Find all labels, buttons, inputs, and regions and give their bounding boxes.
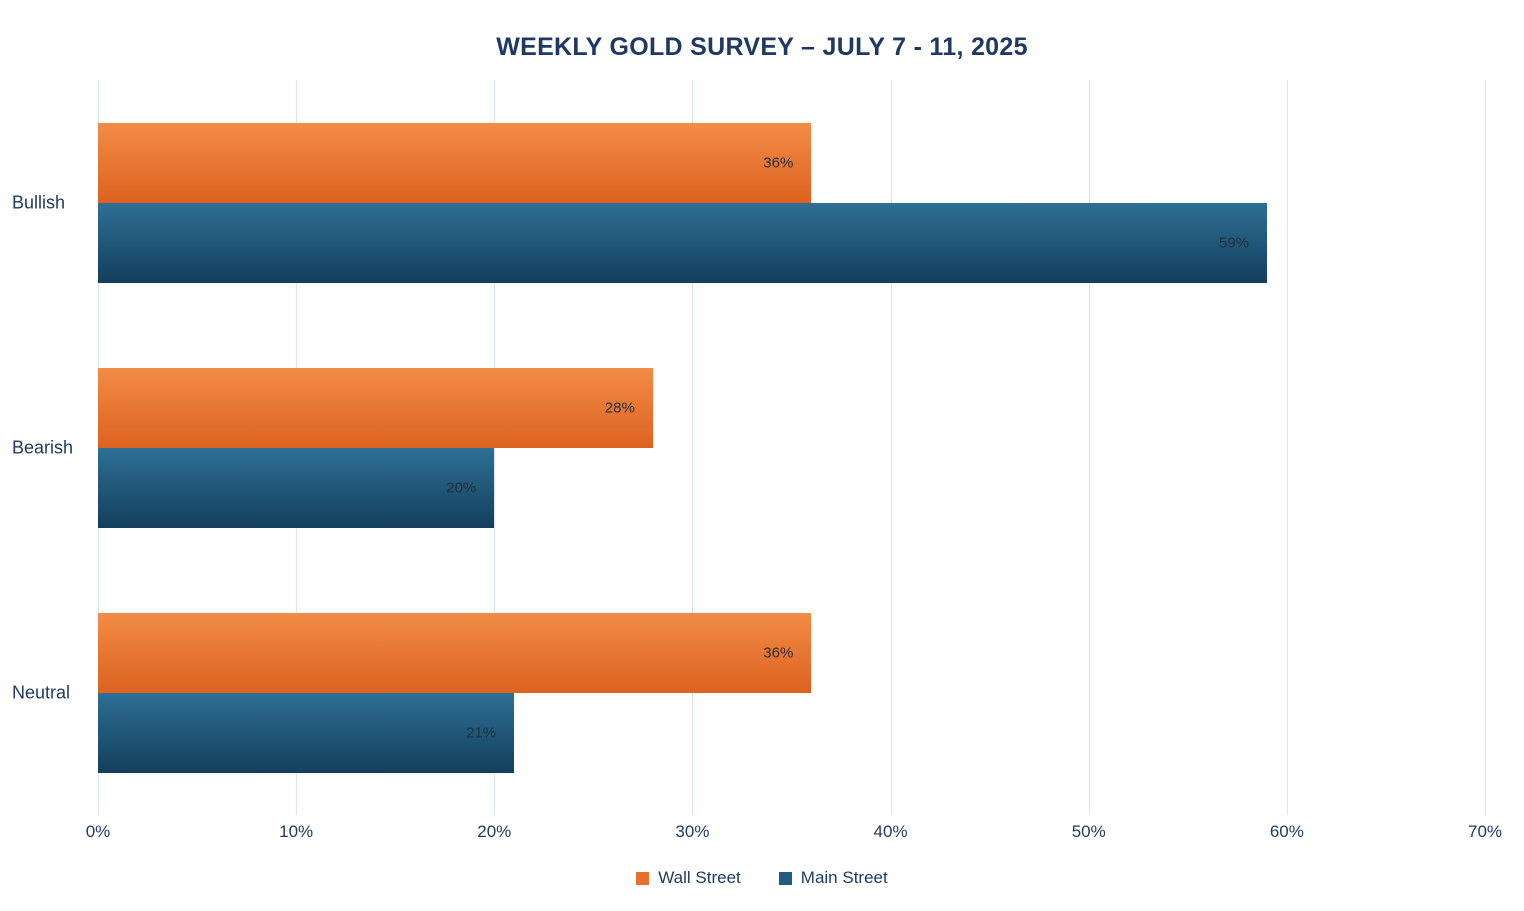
bar-bullish-main-street: 59% [98,202,1268,283]
x-tick-label: 70% [1467,822,1503,841]
legend-swatch [778,871,792,885]
x-tick-label: 10% [279,822,314,841]
legend-label: Main Street [800,868,888,887]
data-label: 21% [466,724,497,741]
data-label: 36% [763,154,794,171]
legend-item-wall-street: Wall Street [636,868,741,888]
data-label: 20% [446,479,477,496]
bar-neutral-wall-street: 36% [98,612,812,693]
legend: Wall Street Main Street [0,868,1524,888]
gridline [692,80,694,815]
legend-item-main-street: Main Street [778,868,888,888]
category-label-bullish: Bullish [12,192,66,212]
data-label: 36% [763,644,794,661]
gridline [1485,80,1486,815]
gridline [494,80,496,815]
data-label: 59% [1219,234,1250,251]
category-label-bearish: Bearish [12,437,74,457]
bar-bearish-main-street: 20% [98,447,495,528]
gridline [1286,80,1288,815]
x-tick-label: 50% [1071,822,1106,841]
x-tick-label: 0% [85,822,111,841]
legend-swatch [636,871,650,885]
category-label-neutral: Neutral [12,682,71,702]
x-tick-label: 60% [1269,822,1304,841]
plot-area: 36% 59% 28% 20% 36% 21% [98,80,1486,815]
gridline [1088,80,1090,815]
bar-bullish-wall-street: 36% [98,122,812,203]
gridline [890,80,892,815]
x-tick-label: 20% [477,822,512,841]
chart-title: WEEKLY GOLD SURVEY – JULY 7 - 11, 2025 [496,33,1028,61]
x-tick-label: 30% [675,822,710,841]
data-label: 28% [604,399,635,416]
bar-bearish-wall-street: 28% [98,367,653,448]
x-tick-label: 40% [873,822,908,841]
legend-label: Wall Street [658,868,741,887]
bar-neutral-main-street: 21% [98,692,515,773]
